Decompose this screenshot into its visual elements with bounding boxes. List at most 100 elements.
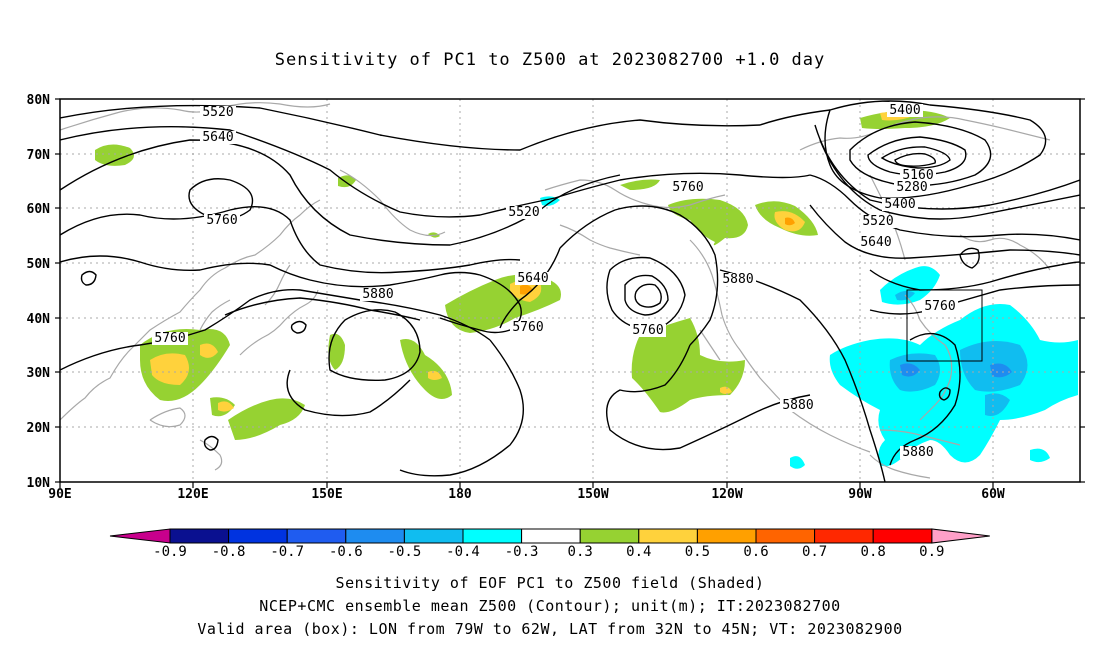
colorbar-label: -0.9 bbox=[153, 544, 187, 560]
contour-label-5400-east: 5400 bbox=[884, 197, 915, 212]
colorbar-swatch bbox=[814, 528, 874, 544]
colorbar-label: 0.8 bbox=[861, 544, 886, 560]
colorbar-label: 0.3 bbox=[568, 544, 593, 560]
lat-label: 50N bbox=[27, 257, 51, 272]
lat-label: 30N bbox=[27, 366, 51, 381]
strong-negative-sensitivity-shading bbox=[900, 363, 1012, 378]
colorbar-label: 0.6 bbox=[743, 544, 768, 560]
latitude-axis: 80N 70N 60N 50N 40N 30N 20N 10N bbox=[27, 93, 1085, 491]
colorbar-label: 0.4 bbox=[626, 544, 651, 560]
lat-label: 70N bbox=[27, 148, 51, 163]
colorbar-swatch bbox=[228, 528, 288, 544]
contour-label-5880-pacific-bg bbox=[360, 288, 396, 301]
colorbar-swatch bbox=[521, 528, 581, 544]
valid-area-box bbox=[906, 289, 983, 362]
lat-label: 40N bbox=[27, 312, 51, 327]
colorbar-swatch bbox=[403, 528, 464, 544]
contour-label-5640-west: 5640 bbox=[202, 130, 233, 145]
contour-label-5760-dateline-bg bbox=[510, 321, 546, 334]
lon-label: 60W bbox=[981, 487, 1005, 502]
colorbar-left-arrow bbox=[109, 528, 171, 544]
map-title: Sensitivity of PC1 to Z500 at 2023082700… bbox=[274, 50, 826, 70]
contour-label-5880-westcoast: 5880 bbox=[722, 272, 753, 287]
contour-label-5640-east-bg bbox=[858, 236, 894, 249]
lon-label: 120W bbox=[711, 487, 742, 502]
lat-label: 10N bbox=[27, 476, 51, 491]
negative-sensitivity-shading bbox=[540, 196, 1078, 469]
colorbar-label: -0.8 bbox=[212, 544, 246, 560]
lon-label: 90E bbox=[48, 487, 71, 502]
contour-label-5760-alaska: 5760 bbox=[672, 180, 703, 195]
contour-label-5640-dateline: 5640 bbox=[517, 271, 548, 286]
contour-label-5520-west: 5520 bbox=[202, 105, 233, 120]
contour-label-5880-mexico: 5880 bbox=[782, 398, 813, 413]
colorbar-swatch bbox=[169, 528, 230, 544]
lon-label: 120E bbox=[177, 487, 208, 502]
contour-label-5520-east-bg bbox=[860, 215, 896, 228]
contour-label-5400-east-bg bbox=[882, 198, 918, 211]
contour-label-5760-low-bg bbox=[630, 324, 666, 337]
colorbar-label: -0.6 bbox=[329, 544, 363, 560]
contour-label-5400-top-bg bbox=[887, 104, 923, 117]
colorbar-label: -0.5 bbox=[388, 544, 422, 560]
colorbar-swatch bbox=[345, 528, 405, 544]
contour-label-5760-low: 5760 bbox=[632, 323, 663, 338]
colorbar-swatch bbox=[755, 528, 816, 544]
contour-label-5760-box-bg bbox=[922, 300, 958, 313]
contour-label-5640-dateline-bg bbox=[515, 272, 551, 285]
lon-label: 150E bbox=[311, 487, 342, 502]
contour-label-5280-bg bbox=[894, 181, 930, 194]
contour-label-5520-bering: 5520 bbox=[508, 205, 539, 220]
caption-shading: Sensitivity of EOF PC1 to Z500 field (Sh… bbox=[335, 574, 765, 592]
contour-label-5160: 5160 bbox=[902, 168, 933, 183]
colorbar-swatch bbox=[286, 528, 347, 544]
contour-label-5520-bering-bg bbox=[506, 206, 542, 219]
colorbar-label: -0.4 bbox=[446, 544, 480, 560]
colorbar-right-arrow bbox=[931, 528, 990, 544]
contour-label-5880-caribbean: 5880 bbox=[902, 445, 933, 460]
contour-label-5880-mexico-bg bbox=[780, 399, 816, 412]
colorbar-swatch bbox=[872, 528, 933, 544]
longitude-axis: 90E 120E 150E 180 150W 120W 90W 60W bbox=[48, 482, 1005, 502]
contour-label-5760-siberia: 5760 bbox=[206, 213, 237, 228]
caption-contour: NCEP+CMC ensemble mean Z500 (Contour); u… bbox=[259, 597, 841, 615]
colorbar-label: 0.7 bbox=[802, 544, 827, 560]
colorbar-swatch bbox=[696, 528, 757, 544]
contour-label-5760-china-bg bbox=[152, 332, 188, 345]
contour-label-5880-westcoast-bg bbox=[720, 273, 756, 286]
plot-frame bbox=[59, 98, 1081, 483]
contour-label-5520-east: 5520 bbox=[862, 214, 893, 229]
contour-label-5520-west-bg bbox=[200, 106, 236, 119]
contour-label-5760-china: 5760 bbox=[154, 331, 185, 346]
contour-label-5760-alaska-bg bbox=[670, 181, 706, 194]
z500-contours bbox=[60, 100, 1080, 482]
colorbar-swatch bbox=[462, 528, 523, 544]
contour-label-5640-east: 5640 bbox=[860, 235, 891, 250]
lon-label: 150W bbox=[577, 487, 608, 502]
lon-label: 90W bbox=[848, 487, 872, 502]
lat-label: 20N bbox=[27, 421, 51, 436]
contour-label-5760-box: 5760 bbox=[924, 299, 955, 314]
contour-label-5280: 5280 bbox=[896, 180, 927, 195]
lat-label: 80N bbox=[27, 93, 51, 108]
strong-positive-sensitivity-shading bbox=[150, 111, 915, 412]
colorbar-label: -0.3 bbox=[505, 544, 539, 560]
lon-label: 180 bbox=[448, 487, 472, 502]
colorbar-label: 0.9 bbox=[919, 544, 944, 560]
contour-label-5640-west-bg bbox=[200, 131, 236, 144]
contour-label-5160-bg bbox=[900, 169, 936, 182]
contour-label-5760-dateline: 5760 bbox=[512, 320, 543, 335]
colorbar-swatch bbox=[579, 528, 640, 544]
caption-valid-area: Valid area (box): LON from 79W to 62W, L… bbox=[197, 620, 903, 638]
lat-label: 60N bbox=[27, 202, 51, 217]
contour-label-5760-siberia-bg bbox=[204, 214, 240, 227]
colorbar: -0.9 -0.8 -0.7 -0.6 -0.5 -0.4 -0.3 0.3 0.4 0.5 0.6… bbox=[109, 528, 990, 560]
contour-label-5400-top: 5400 bbox=[889, 103, 920, 118]
contour-label-5880-caribbean-bg bbox=[900, 446, 936, 459]
colorbar-label: 0.5 bbox=[685, 544, 710, 560]
lat-lon-grid bbox=[60, 99, 1080, 482]
colorbar-label: -0.7 bbox=[270, 544, 304, 560]
contour-label-5880-pacific: 5880 bbox=[362, 287, 393, 302]
